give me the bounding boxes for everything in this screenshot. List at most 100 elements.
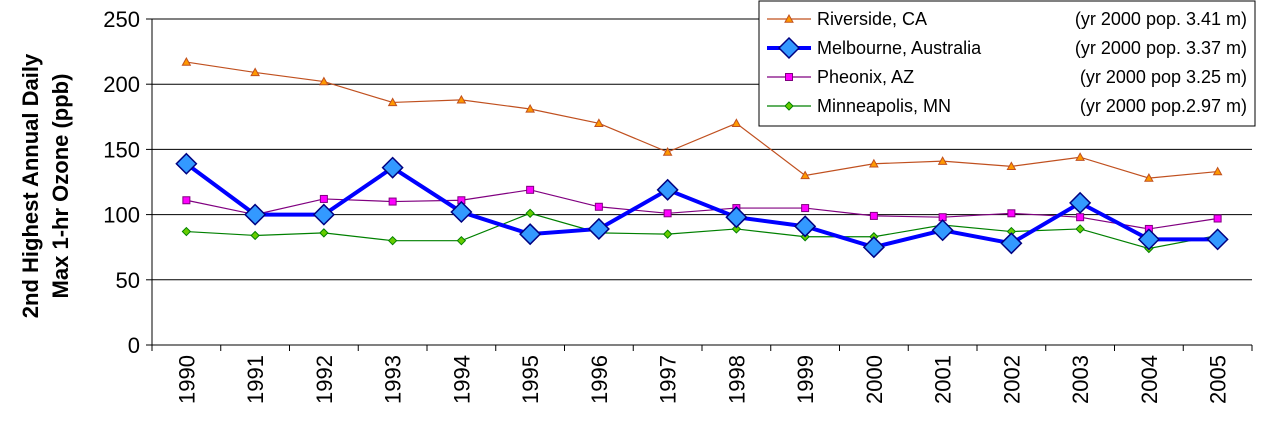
point-melbourne-australia [1000, 232, 1023, 255]
series-group [175, 57, 1229, 259]
x-tick-label: 1999 [793, 355, 818, 404]
point-pheonix-az [869, 211, 878, 220]
series-line-minneapolis-mn [186, 212, 1218, 250]
point-riverside-ca [731, 118, 742, 128]
point-melbourne-australia [1069, 191, 1092, 214]
x-tick-label: 2005 [1206, 355, 1231, 404]
x-tick-label: 1997 [656, 355, 681, 404]
point-melbourne-australia [656, 178, 679, 201]
point-melbourne-australia [175, 152, 198, 175]
legend-box [758, 0, 1256, 127]
x-tick-label: 2002 [999, 355, 1024, 404]
series-line-riverside-ca [186, 61, 1218, 179]
point-melbourne-australia [244, 203, 267, 226]
point-riverside-ca [387, 97, 398, 107]
point-riverside-ca [1075, 152, 1085, 161]
x-tick-label: 1994 [449, 355, 474, 404]
point-pheonix-az [319, 194, 328, 203]
point-riverside-ca [869, 158, 879, 168]
x-tick-label: 1993 [381, 355, 406, 404]
point-riverside-ca [1212, 166, 1223, 176]
x-tick-label: 2004 [1137, 355, 1162, 404]
x-tick-label: 1991 [243, 355, 268, 404]
point-melbourne-australia [725, 206, 748, 229]
point-riverside-ca [800, 170, 810, 180]
point-melbourne-australia [1206, 228, 1229, 251]
point-melbourne-australia [381, 156, 404, 179]
x-tick-label: 1998 [724, 355, 749, 404]
x-tick-label: 1990 [174, 355, 199, 404]
y-tick-labels: 0 50 100 150 200 250 [103, 7, 140, 358]
series-minneapolis-mn [181, 208, 1223, 254]
legend-note-minneapolis-mn: (yr 2000 pop.2.97 m) [1080, 96, 1247, 116]
y-tick-label: 200 [103, 72, 140, 97]
y-axis-label-line2: Max 1-hr Ozone (ppb) [48, 74, 73, 299]
point-pheonix-az [1213, 214, 1222, 223]
series-melbourne-australia [175, 152, 1229, 259]
point-melbourne-australia [862, 236, 885, 259]
point-minneapolis-mn [662, 229, 673, 239]
point-pheonix-az [663, 209, 672, 218]
point-riverside-ca [250, 67, 260, 77]
legend-note-pheonix-az: (yr 2000 pop 3.25 m) [1080, 67, 1247, 87]
point-melbourne-australia [794, 215, 817, 238]
point-pheonix-az [1076, 213, 1085, 222]
point-melbourne-australia [312, 203, 335, 226]
point-riverside-ca [456, 94, 467, 104]
y-axis-label-line1: 2nd Highest Annual Daily [18, 53, 43, 318]
series-riverside-ca [181, 57, 1223, 182]
point-melbourne-australia [931, 219, 954, 242]
series-line-pheonix-az [186, 189, 1218, 230]
point-minneapolis-mn [1075, 224, 1085, 234]
x-tick-label: 2003 [1068, 355, 1093, 404]
series-line-melbourne-australia [185, 162, 1218, 250]
point-melbourne-australia [1137, 228, 1160, 251]
legend-note-melbourne-australia: (yr 2000 pop. 3.37 m) [1075, 38, 1247, 58]
legend-label-minneapolis-mn: Minneapolis, MN [817, 96, 951, 116]
point-minneapolis-mn [250, 230, 260, 241]
point-pheonix-az [594, 202, 603, 211]
legend-swatch-marker-pheonix-az [785, 73, 793, 81]
point-riverside-ca [1006, 161, 1017, 171]
point-minneapolis-mn [731, 224, 742, 234]
point-minneapolis-mn [525, 208, 535, 219]
point-riverside-ca [937, 156, 948, 165]
legend-note-riverside-ca: (yr 2000 pop. 3.41 m) [1075, 9, 1247, 29]
y-tick-label: 50 [116, 268, 140, 293]
point-riverside-ca [319, 76, 329, 86]
point-pheonix-az [1007, 209, 1016, 218]
point-riverside-ca [525, 103, 535, 113]
x-tick-labels: 1990 1991 1992 1993 1994 1995 1996 1997 1998 1999… [174, 355, 1230, 404]
legend-swatch-marker-riverside-ca [784, 13, 794, 23]
point-pheonix-az [526, 185, 535, 194]
point-minneapolis-mn [181, 226, 192, 237]
point-melbourne-australia [450, 200, 473, 224]
x-tick-label: 2000 [862, 355, 887, 404]
point-melbourne-australia [587, 217, 610, 241]
point-minneapolis-mn [456, 235, 467, 246]
point-riverside-ca [181, 57, 192, 66]
y-tick-label: 0 [128, 333, 140, 358]
legend-label-melbourne-australia: Melbourne, Australia [817, 38, 982, 58]
point-minneapolis-mn [387, 235, 398, 246]
point-pheonix-az [388, 197, 397, 206]
y-tick-label: 250 [103, 7, 140, 32]
legend-swatch-marker-melbourne-australia [777, 36, 801, 60]
point-pheonix-az [182, 196, 191, 205]
point-riverside-ca [662, 146, 673, 156]
point-melbourne-australia [519, 223, 542, 246]
axes [146, 18, 1253, 351]
x-tick-label: 2001 [931, 355, 956, 404]
legend-swatch-marker-minneapolis-mn [784, 101, 794, 111]
y-tick-label: 150 [103, 137, 140, 162]
x-tick-label: 1995 [518, 355, 543, 404]
point-minneapolis-mn [319, 228, 329, 238]
legend-label-riverside-ca: Riverside, CA [817, 9, 927, 29]
x-tick-label: 1992 [312, 355, 337, 404]
point-riverside-ca [594, 118, 604, 128]
legend-label-pheonix-az: Pheonix, AZ [817, 67, 914, 87]
legend: Riverside, CA (yr 2000 pop. 3.41 m) Melbou… [758, 0, 1256, 127]
y-tick-label: 100 [103, 203, 140, 228]
x-tick-label: 1996 [587, 355, 612, 404]
